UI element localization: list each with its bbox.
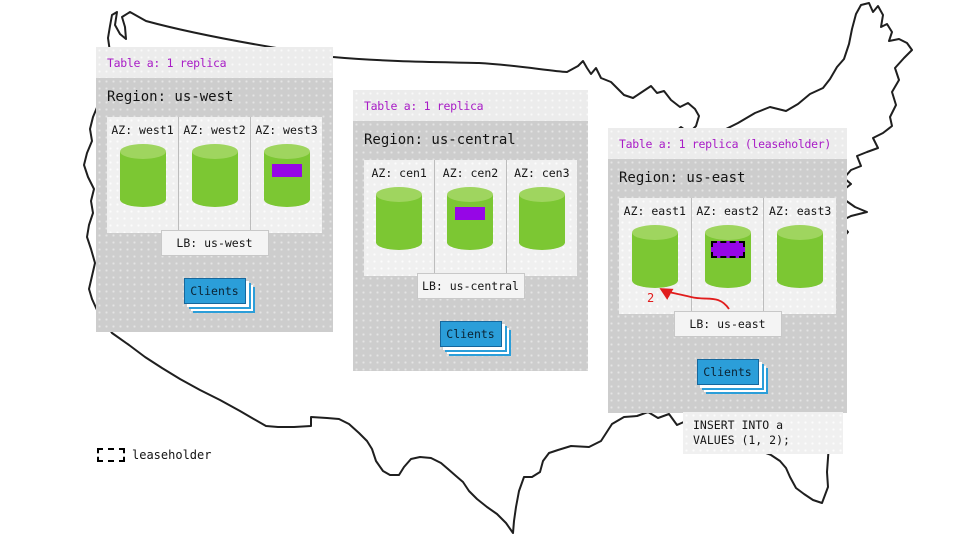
sql-insert-line2: VALUES (1, 2);	[693, 433, 790, 447]
database-node-icon	[518, 187, 565, 250]
region-title: Region: us-east	[619, 170, 746, 186]
az-east3: AZ: east3	[763, 198, 836, 314]
table-replica-header: Table a: 1 replica	[96, 47, 333, 78]
clients-button[interactable]: Clients	[183, 278, 246, 304]
az-label: AZ: west3	[255, 123, 318, 137]
az-cen2: AZ: cen2	[434, 160, 505, 276]
az-row: AZ: east1 AZ: east2 AZ: east3	[619, 198, 836, 314]
az-label: AZ: east1	[623, 204, 686, 218]
table-replica-header: Table a: 1 replica	[353, 90, 588, 121]
region-panel-us-east: Table a: 1 replica (leaseholder) Region:…	[608, 128, 847, 413]
sql-insert-note: INSERT INTO a VALUES (1, 2);	[683, 412, 843, 454]
az-east1: AZ: east1	[619, 198, 691, 314]
database-node-icon	[777, 225, 824, 288]
region-body: Region: us-west AZ: west1 AZ: west2 AZ: …	[96, 78, 333, 332]
table-replica-label: Table a: 1 replica (leaseholder)	[619, 136, 831, 151]
database-node-icon	[704, 225, 751, 288]
replica-range-icon	[455, 207, 486, 220]
write-step-number: 2	[647, 291, 655, 305]
table-replica-label: Table a: 1 replica	[364, 98, 484, 113]
replica-range-icon	[271, 164, 302, 177]
sql-insert-line1: INSERT INTO a	[693, 418, 784, 432]
az-label: AZ: east3	[769, 204, 832, 218]
table-replica-header: Table a: 1 replica (leaseholder)	[608, 128, 847, 159]
az-east2: AZ: east2	[690, 198, 764, 314]
load-balancer: LB: us-east	[673, 311, 782, 337]
database-node-icon	[119, 144, 166, 207]
region-panel-us-west: Table a: 1 replica Region: us-west AZ: w…	[96, 47, 333, 332]
az-cen3: AZ: cen3	[505, 160, 577, 276]
leaseholder-swatch-icon	[97, 448, 125, 462]
az-west3: AZ: west3	[250, 117, 322, 233]
clients-button[interactable]: Clients	[439, 321, 502, 347]
az-label: AZ: cen3	[514, 166, 570, 180]
az-label: AZ: east2	[696, 204, 759, 218]
leaseholder-legend-label: leaseholder	[132, 448, 212, 462]
database-node-icon	[376, 187, 423, 250]
leaseholder-legend: leaseholder	[97, 448, 211, 462]
clients-button[interactable]: Clients	[696, 359, 759, 385]
database-node-icon	[631, 225, 678, 288]
az-row: AZ: west1 AZ: west2 AZ: west3	[107, 117, 322, 233]
az-row: AZ: cen1 AZ: cen2 AZ: cen3	[364, 160, 577, 276]
az-cen1: AZ: cen1	[364, 160, 434, 276]
region-title: Region: us-central	[364, 132, 516, 148]
az-label: AZ: cen1	[371, 166, 427, 180]
az-label: AZ: cen2	[442, 166, 499, 180]
region-panel-us-central: Table a: 1 replica Region: us-central AZ…	[353, 90, 588, 371]
database-node-icon	[191, 144, 238, 207]
az-label: AZ: west1	[111, 123, 174, 137]
region-title: Region: us-west	[107, 89, 234, 105]
table-replica-label: Table a: 1 replica	[107, 55, 227, 70]
region-body: Region: us-central AZ: cen1 AZ: cen2 AZ:…	[353, 121, 588, 371]
az-west2: AZ: west2	[178, 117, 250, 233]
database-node-icon	[447, 187, 494, 250]
database-node-icon	[263, 144, 310, 207]
az-label: AZ: west2	[183, 123, 246, 137]
az-west1: AZ: west1	[107, 117, 178, 233]
region-body: Region: us-east AZ: east1 AZ: east2 AZ: …	[608, 159, 847, 413]
load-balancer: LB: us-central	[416, 273, 525, 299]
leaseholder-range-icon	[710, 241, 745, 258]
load-balancer: LB: us-west	[160, 230, 269, 256]
